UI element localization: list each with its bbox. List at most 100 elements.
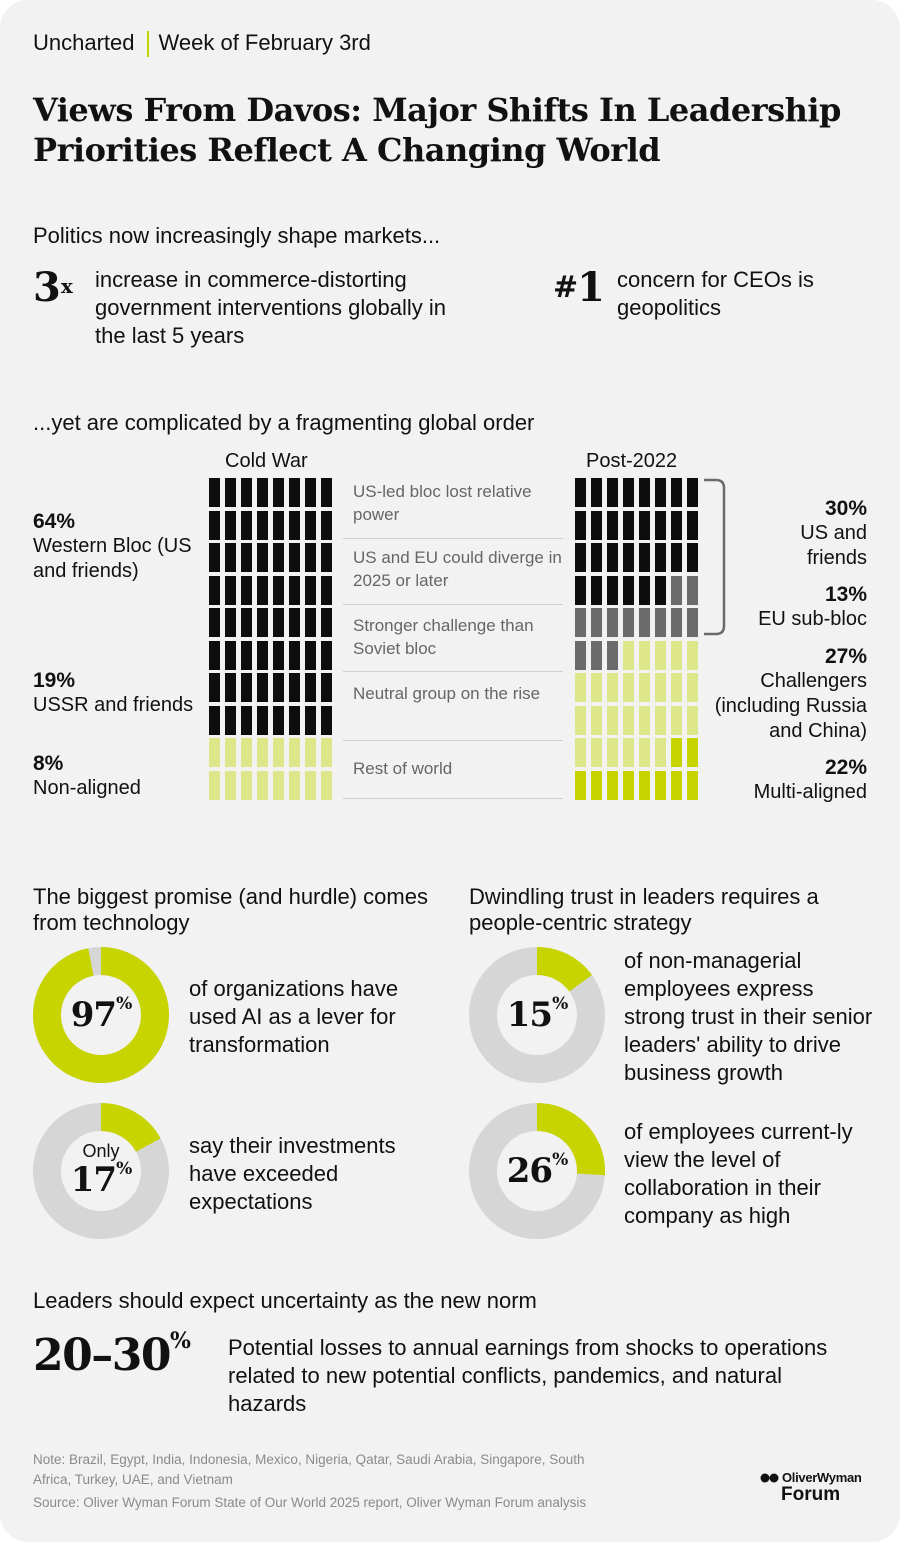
waffle-cell xyxy=(687,608,698,637)
politics-heading: Politics now increasingly shape markets.… xyxy=(33,223,441,248)
waffle-cell xyxy=(225,705,236,735)
tech-heading: The biggest promise (and hurdle) comes f… xyxy=(33,884,428,935)
waffle-cell xyxy=(623,673,634,702)
waffle-cell xyxy=(607,510,618,540)
waffle-cell xyxy=(639,673,650,702)
waffle-cell xyxy=(209,510,220,540)
waffle-cell xyxy=(671,510,682,540)
waffle-cell xyxy=(575,575,586,605)
waffle-cell xyxy=(591,478,602,507)
waffle-cell xyxy=(289,575,300,605)
waffle-cell xyxy=(225,640,236,670)
waffle-cell xyxy=(225,673,236,702)
waffle-cell xyxy=(575,543,586,572)
waffle-cell xyxy=(273,575,284,605)
donut-slice xyxy=(100,1103,161,1153)
logo-top-row: OliverWyman xyxy=(760,1470,862,1485)
waffle-cell xyxy=(607,770,618,800)
waffle-cell xyxy=(607,478,618,507)
donut-17-label: 17% xyxy=(70,1159,132,1200)
waffle-cell xyxy=(289,673,300,702)
waffle-cell xyxy=(241,575,252,605)
label-eu-subbloc-pct: 13% xyxy=(824,583,867,606)
note-divider xyxy=(343,604,563,605)
waffle-cell xyxy=(687,640,698,670)
waffle-cell xyxy=(241,510,252,540)
waffle-cell xyxy=(289,510,300,540)
uncertainty-value: 20–30 xyxy=(33,1330,171,1381)
waffle-cell xyxy=(623,510,634,540)
week-label: Week of February 3rd xyxy=(158,30,371,55)
donut-slice xyxy=(536,947,593,993)
fragment-heading: ...yet are complicated by a fragmenting … xyxy=(33,410,535,435)
stat-3x-suffix: x xyxy=(60,274,73,298)
waffle-cell xyxy=(273,705,284,735)
note-divider xyxy=(343,798,563,799)
waffle-cell xyxy=(639,575,650,605)
waffle-cell xyxy=(591,738,602,767)
waffle-cell xyxy=(671,575,682,605)
waffle-cell xyxy=(257,673,268,702)
label-western-bloc: 64% Western Bloc (US and friends) xyxy=(33,510,213,584)
waffle-cell xyxy=(225,738,236,767)
waffle-cell xyxy=(273,640,284,670)
donut-17-value: 17 xyxy=(70,1160,117,1200)
tech-item-1-text: of organizations have used AI as a lever… xyxy=(189,976,399,1057)
label-us-friends-text: US and friends xyxy=(800,522,867,569)
waffle-cell xyxy=(639,608,650,637)
waffle-cell xyxy=(655,705,666,735)
label-non-aligned-pct: 8% xyxy=(33,752,64,775)
waffle-cell xyxy=(289,608,300,637)
waffle-cell xyxy=(241,738,252,767)
waffle-cell xyxy=(591,575,602,605)
waffle-cell xyxy=(321,575,332,605)
logo-mark-icon xyxy=(760,1473,779,1482)
label-challengers-pct: 27% xyxy=(824,645,867,668)
footer-notes: Note: Brazil, Egypt, India, Indonesia, M… xyxy=(33,1450,733,1513)
waffle-cell xyxy=(639,738,650,767)
waffle-cell xyxy=(655,738,666,767)
donut-slice xyxy=(33,947,169,1083)
waffle-cell xyxy=(591,770,602,800)
stat-3x: 3x xyxy=(33,268,73,308)
waffle-cell xyxy=(591,608,602,637)
waffle-cell xyxy=(591,543,602,572)
waffle-cell xyxy=(671,770,682,800)
waffle-cell xyxy=(241,640,252,670)
waffle-cell xyxy=(289,738,300,767)
waffle-cell xyxy=(209,640,220,670)
waffle-cell xyxy=(305,543,316,572)
waffle-cell xyxy=(225,770,236,800)
waffle-cell xyxy=(575,478,586,507)
waffle-cell xyxy=(687,510,698,540)
waffle-cell xyxy=(575,705,586,735)
waffle-cell xyxy=(321,640,332,670)
note-neutral: Neutral group on the rise xyxy=(353,684,541,703)
donut-15-value: 15 xyxy=(506,995,553,1035)
stat-3x-text: increase in commerce-distorting governme… xyxy=(95,267,446,348)
waffle-cell xyxy=(655,478,666,507)
stat-no1-value: 1 xyxy=(577,264,605,311)
waffle-cell xyxy=(305,705,316,735)
waffle-cell xyxy=(575,608,586,637)
waffle-cell xyxy=(209,770,220,800)
donut-97-value: 97 xyxy=(70,995,117,1035)
waffle-cell xyxy=(607,738,618,767)
waffle-cell xyxy=(273,510,284,540)
label-non-aligned: 8% Non-aligned xyxy=(33,752,203,801)
waffle-cell xyxy=(289,770,300,800)
waffle-cell xyxy=(623,543,634,572)
waffle-cell xyxy=(257,575,268,605)
waffle-cell xyxy=(671,738,682,767)
oliver-wyman-forum-logo: OliverWyman Forum xyxy=(760,1470,862,1506)
note-divider xyxy=(343,671,563,672)
waffle-cell xyxy=(257,543,268,572)
waffle-cell xyxy=(671,543,682,572)
logo-top-text: OliverWyman xyxy=(782,1470,862,1485)
waffle-cell xyxy=(623,478,634,507)
waffle-cell xyxy=(321,608,332,637)
waffle-cell xyxy=(321,673,332,702)
label-ussr-text: USSR and friends xyxy=(33,694,194,716)
waffle-cell xyxy=(305,608,316,637)
